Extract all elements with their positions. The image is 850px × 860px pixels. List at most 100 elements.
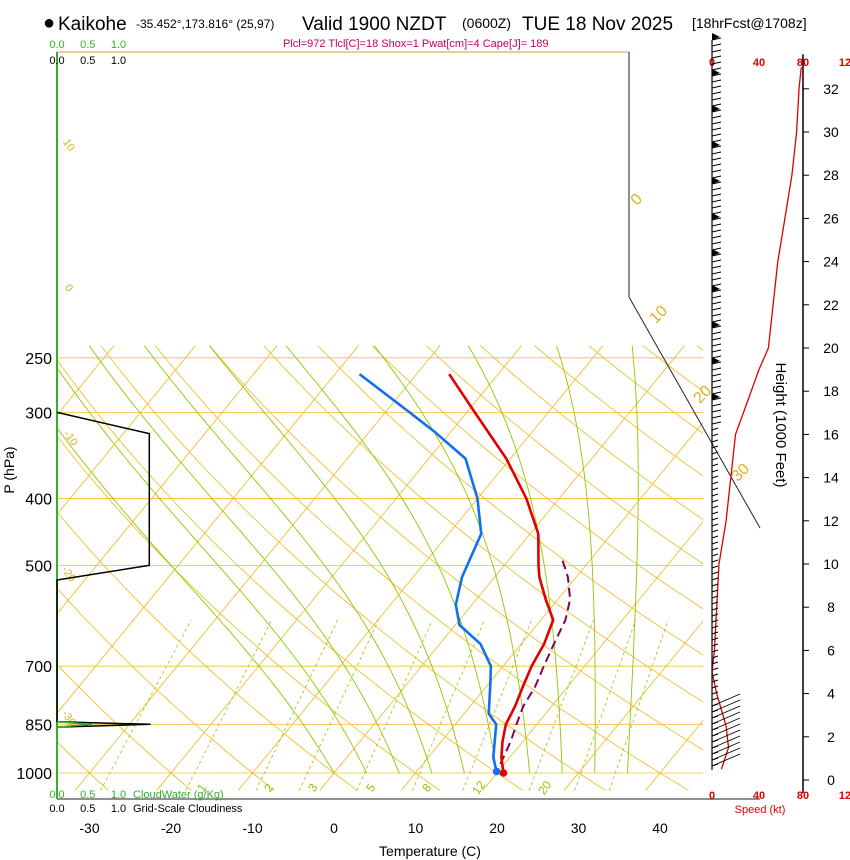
wind-barb: [711, 181, 722, 185]
wind-barb: [711, 619, 719, 623]
wind-barb: [711, 271, 722, 275]
wind-barb: [711, 655, 719, 659]
wind-barb: [711, 91, 722, 95]
height-tick-label: 18: [823, 383, 839, 399]
pressure-tick-label: 300: [25, 405, 52, 422]
wind-barb: [711, 259, 722, 263]
wind-barb: [711, 157, 722, 161]
wind-barb: [711, 325, 722, 329]
wind-barb-flag: [712, 69, 720, 76]
wind-barb-flag: [712, 393, 720, 400]
isotherm-line: [156, 345, 522, 791]
wind-barb: [711, 295, 722, 299]
moist-adiabat: [626, 345, 639, 774]
wind-barb: [711, 409, 722, 413]
height-tick-label: 8: [827, 599, 835, 615]
wind-barb-flag: [712, 213, 720, 220]
wind-barb: [711, 697, 719, 701]
dewpoint-curve: [358, 373, 498, 772]
wind-barb: [711, 73, 722, 77]
cloudwater-tick-top: 0.5: [80, 39, 95, 51]
wind-panel: 0246810121416182022242628303200404080801…: [709, 33, 850, 802]
isotherm-line: [482, 521, 703, 791]
mixing-ratio-line: [298, 619, 379, 791]
height-tick-label: 22: [823, 297, 839, 313]
wind-barb-shaft: [711, 735, 741, 749]
wind-barb: [711, 283, 722, 287]
mixing-ratio-line: [412, 619, 485, 791]
wind-barb-flag: [712, 33, 720, 40]
dry-adiabat: [480, 345, 703, 521]
wind-barb: [711, 451, 719, 455]
mixing-ratio-label: 5: [363, 781, 378, 795]
wind-barb: [711, 631, 719, 635]
isotherm-line: [237, 345, 604, 791]
cloudiness-tick-top: 1.0: [111, 55, 126, 67]
wind-barb: [711, 37, 722, 41]
wind-barb: [711, 343, 722, 347]
wind-barb: [711, 301, 722, 305]
speed-tick-bottom: 0: [709, 790, 715, 802]
height-tick-label: 28: [823, 167, 839, 183]
wind-barb: [711, 535, 719, 539]
wind-barb-flag: [712, 321, 720, 328]
wind-speed-line: [711, 67, 802, 770]
temperature-axis-label: Temperature (C): [379, 843, 481, 859]
wind-barb: [711, 151, 722, 155]
wind-barb: [711, 493, 719, 497]
wind-barb: [711, 661, 719, 665]
wind-barb-shaft: [711, 723, 741, 737]
wind-barb: [711, 523, 719, 527]
height-axis-label: Height (1000 Feet): [772, 362, 789, 487]
speed-tick-bottom: 80: [797, 790, 809, 802]
wind-barb: [711, 115, 722, 119]
wind-barb: [711, 445, 719, 449]
temperature-curve: [448, 373, 555, 774]
dry-adiabat-label: -20: [59, 564, 78, 584]
wind-barb: [711, 133, 722, 137]
cloudwater-line: [56, 721, 92, 728]
wind-barb: [711, 613, 719, 617]
moist-adiabat: [208, 345, 465, 774]
temperature-tick-label: -30: [79, 820, 99, 836]
wind-barb: [711, 547, 719, 551]
height-tick-label: 24: [823, 254, 839, 270]
wind-barb: [711, 211, 722, 215]
wind-barb: [711, 397, 722, 401]
pressure-tick-label: 500: [25, 558, 52, 575]
wind-barb: [711, 385, 722, 389]
frame-diagonal: [628, 296, 761, 529]
plot-frame: [56, 51, 761, 800]
isotherm-line: [319, 345, 685, 791]
cloudwater-tick-top: 0.0: [49, 39, 64, 51]
wind-barb: [711, 571, 719, 575]
wind-barb-shaft: [711, 741, 741, 755]
dry-adiabat-label: 0: [62, 282, 75, 294]
wind-barb: [711, 145, 722, 149]
wind-barb: [711, 313, 722, 317]
dry-adiabat: [100, 345, 606, 791]
wind-barb: [711, 85, 722, 89]
temperature-tick-label: -20: [161, 820, 181, 836]
wind-barb: [711, 223, 722, 227]
wind-barb: [711, 169, 722, 173]
wind-barb: [711, 679, 719, 683]
cloudiness-tick-top: 0.0: [49, 55, 64, 67]
station-coords: -35.452°,173.816° (25,97): [136, 17, 274, 31]
wind-barb: [711, 433, 719, 437]
temperature-tick-label: 30: [571, 820, 587, 836]
speed-axis-label: Speed (kt): [735, 804, 786, 816]
moist-adiabat: [467, 345, 563, 774]
mixing-ratio-line: [100, 619, 192, 791]
station-dot: ●: [43, 12, 55, 34]
wind-barb: [711, 541, 719, 545]
wind-barb: [711, 175, 722, 179]
wind-barb: [711, 379, 722, 383]
wind-barb-flag: [712, 249, 720, 256]
valid-date: TUE 18 Nov 2025: [522, 14, 673, 35]
wind-barb: [711, 577, 719, 581]
wind-barb: [711, 163, 722, 167]
pressure-tick-label: 700: [25, 659, 52, 676]
wind-barb-shaft: [711, 717, 741, 731]
